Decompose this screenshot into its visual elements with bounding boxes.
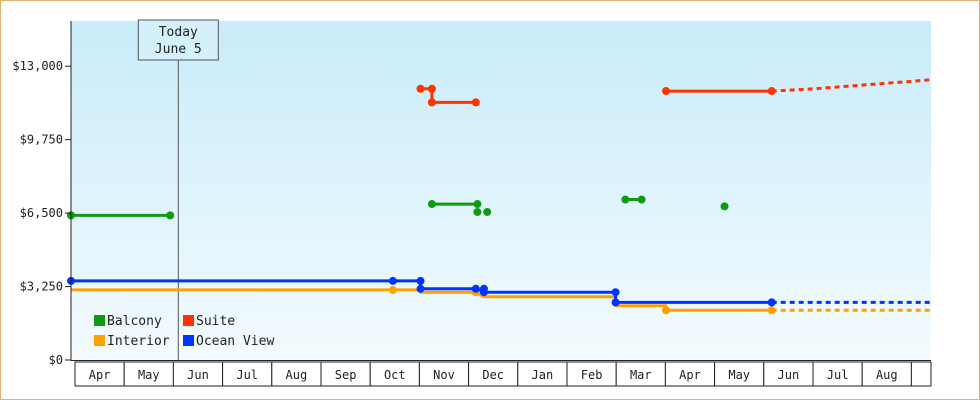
- x-tick-label: Jan: [532, 368, 554, 382]
- suite-marker-2[interactable]: [427, 84, 436, 93]
- x-tick-cell: [271, 361, 322, 387]
- x-tick-label: Jun: [778, 368, 800, 382]
- legend-swatch-balcony[interactable]: [94, 315, 105, 326]
- x-tick-cell: [615, 361, 666, 387]
- x-tick-label: May: [138, 368, 160, 382]
- ocean-view-marker-2[interactable]: [388, 276, 397, 285]
- ocean-view-marker-7[interactable]: [479, 284, 488, 293]
- x-tick-cell: [74, 361, 125, 387]
- x-tick-cell: [714, 361, 765, 387]
- plot-background: [71, 21, 931, 360]
- balcony-marker-7[interactable]: [621, 195, 630, 204]
- ocean-view-marker-5[interactable]: [471, 284, 480, 293]
- x-tick-cell: [468, 361, 519, 387]
- balcony-marker-6[interactable]: [483, 207, 492, 216]
- x-tick-label: Nov: [433, 368, 455, 382]
- balcony-marker-4[interactable]: [473, 200, 482, 209]
- balcony-marker-9[interactable]: [720, 202, 729, 211]
- balcony-marker-3[interactable]: [427, 200, 436, 209]
- balcony-marker-2[interactable]: [166, 211, 175, 220]
- x-tick-label: Oct: [384, 368, 406, 382]
- x-tick-cell: [517, 361, 568, 387]
- ocean-view-marker-8[interactable]: [611, 288, 620, 297]
- x-tick-label: Jun: [187, 368, 209, 382]
- suite-marker-4[interactable]: [471, 98, 480, 107]
- suite-line-segment-1: [420, 87, 476, 104]
- x-tick-label: Jul: [236, 368, 258, 382]
- legend-swatch-suite[interactable]: [183, 315, 194, 326]
- ocean-view-marker-10[interactable]: [767, 298, 776, 307]
- today-label-line1: Today: [159, 25, 198, 40]
- interior-marker-3[interactable]: [662, 306, 671, 315]
- x-tick-cell-trailing: [910, 361, 932, 387]
- suite-line-segment-3: [771, 78, 932, 93]
- x-tick-label: Feb: [581, 368, 603, 382]
- x-tick-cell: [123, 361, 174, 387]
- ocean-view-marker-3[interactable]: [416, 276, 425, 285]
- x-tick-label: Apr: [89, 368, 111, 382]
- x-tick-cell: [861, 361, 912, 387]
- suite-marker-1[interactable]: [416, 84, 425, 93]
- legend-label-interior[interactable]: Interior: [107, 334, 170, 349]
- x-tick-label: Jul: [827, 368, 849, 382]
- legend-swatch-ocean-view[interactable]: [183, 335, 194, 346]
- x-tick-cell: [172, 361, 224, 387]
- legend-swatch-interior[interactable]: [94, 335, 105, 346]
- y-tick-label: $6,500: [20, 206, 63, 220]
- ocean-view-marker-4[interactable]: [416, 284, 425, 293]
- legend-label-ocean-view[interactable]: Ocean View: [196, 334, 274, 349]
- today-label-line2: June 5: [155, 42, 202, 57]
- x-tick-label: Aug: [876, 368, 898, 382]
- x-tick-label: Dec: [482, 368, 504, 382]
- suite-marker-3[interactable]: [427, 98, 436, 107]
- x-tick-label: Apr: [679, 368, 701, 382]
- balcony-marker-5[interactable]: [473, 207, 482, 216]
- y-tick-label: $3,250: [20, 280, 63, 294]
- x-tick-label: Aug: [286, 368, 308, 382]
- today-label-box: [137, 19, 219, 61]
- legend-label-balcony[interactable]: Balcony: [107, 314, 162, 329]
- suite-marker-5[interactable]: [662, 87, 671, 96]
- x-tick-cell: [664, 361, 716, 387]
- y-tick-label: $0: [49, 353, 63, 367]
- interior-marker-4[interactable]: [767, 306, 776, 315]
- x-tick-label: May: [728, 368, 750, 382]
- x-tick-label: Sep: [335, 368, 357, 382]
- x-tick-cell: [812, 361, 863, 387]
- y-tick-label: $9,750: [20, 133, 63, 147]
- x-tick-cell: [566, 361, 617, 387]
- ocean-view-marker-9[interactable]: [611, 298, 620, 307]
- interior-marker-1[interactable]: [388, 285, 397, 294]
- balcony-marker-8[interactable]: [637, 195, 646, 204]
- legend-label-suite[interactable]: Suite: [196, 314, 235, 329]
- x-tick-cell: [369, 361, 420, 387]
- y-tick-label: $13,000: [12, 59, 63, 73]
- x-tick-label: Mar: [630, 368, 652, 382]
- suite-marker-6[interactable]: [767, 87, 776, 96]
- x-tick-cell: [320, 361, 371, 387]
